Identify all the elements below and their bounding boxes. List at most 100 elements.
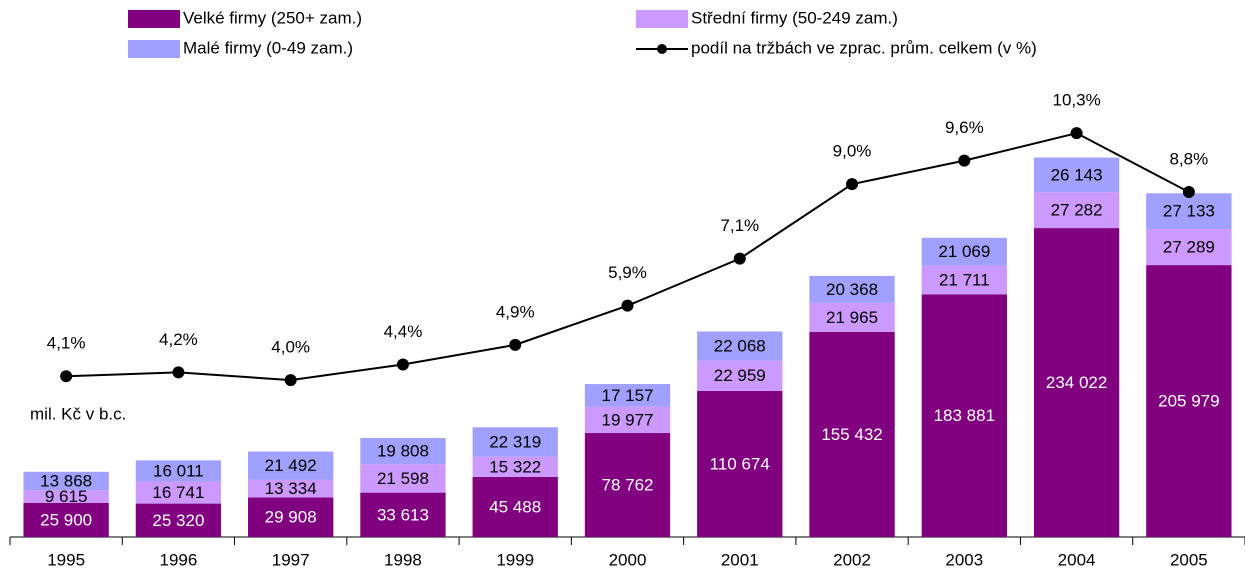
line-label: 9,6% (945, 118, 984, 137)
bar-segment (23, 471, 109, 491)
data-label: 183 881 (934, 406, 995, 425)
bar-segment (360, 464, 446, 493)
legend-swatch (128, 10, 180, 28)
x-tick-label: 2000 (609, 550, 647, 569)
bar-segment (360, 492, 446, 537)
bar-segment (472, 476, 558, 537)
line-label: 4,1% (47, 334, 86, 353)
x-tick-label: 2002 (833, 550, 871, 569)
line-marker (958, 154, 971, 167)
bar-segment (472, 427, 558, 457)
data-label: 45 488 (489, 497, 541, 516)
data-label: 20 368 (826, 280, 878, 299)
bar-segment (921, 237, 1007, 266)
bar-segment (697, 331, 783, 361)
bar-segment (135, 481, 222, 504)
data-label: 15 322 (489, 457, 541, 476)
line-label: 5,9% (608, 263, 647, 282)
bar-segment (248, 451, 334, 480)
x-tick-label: 1996 (159, 550, 197, 569)
x-tick-label: 2003 (945, 550, 983, 569)
legend-swatch (128, 40, 180, 58)
data-label: 29 908 (265, 508, 317, 527)
data-label: 27 133 (1163, 202, 1215, 221)
bar-segment (584, 406, 671, 434)
legend-label: Velké firmy (250+ zam.) (183, 8, 362, 27)
data-label: 13 868 (40, 471, 92, 490)
annotation: mil. Kč v b.c. (30, 404, 126, 423)
line-label: 4,9% (496, 302, 535, 321)
line-label: 7,1% (720, 216, 759, 235)
bar-segment (472, 456, 558, 477)
legend-label: Malé firmy (0-49 zam.) (183, 38, 353, 57)
data-label: 155 432 (821, 425, 882, 444)
data-label: 19 808 (377, 442, 429, 461)
line-marker (846, 178, 859, 191)
line-marker (60, 370, 73, 383)
line-marker (1070, 127, 1083, 140)
line-label: 10,3% (1052, 91, 1100, 110)
bar-segment (1146, 265, 1232, 537)
bar-segment (248, 497, 334, 537)
data-label: 22 068 (714, 337, 766, 356)
data-label: 21 492 (265, 456, 317, 475)
bar-segment (248, 479, 334, 498)
data-label: 21 965 (826, 308, 878, 327)
data-label: 27 282 (1051, 201, 1103, 220)
bar-segment (360, 437, 446, 465)
line (66, 132, 1190, 382)
legend-marker (657, 44, 667, 54)
bar-segment (921, 294, 1007, 537)
data-label: 78 762 (602, 476, 654, 495)
x-tick-label: 1999 (496, 550, 534, 569)
line-marker (621, 299, 634, 312)
line-label: 9,0% (833, 142, 872, 161)
bar-segment (135, 503, 222, 537)
bar-segment (1033, 157, 1120, 193)
bar-segment (23, 490, 109, 503)
data-label: 9 615 (45, 487, 88, 506)
line-label: 4,0% (271, 338, 310, 357)
data-label: 19 977 (602, 410, 654, 429)
bar-segment (584, 384, 671, 407)
line-marker (172, 366, 185, 379)
bar-segment (23, 502, 109, 537)
data-label: 21 598 (377, 469, 429, 488)
line-marker (1182, 185, 1195, 198)
bar-segment (135, 460, 222, 482)
data-label: 205 979 (1158, 392, 1219, 411)
bar-segment (697, 360, 783, 391)
data-label: 27 289 (1163, 238, 1215, 257)
bar-segment (1146, 229, 1232, 266)
line-label: 8,8% (1169, 149, 1208, 168)
data-label: 26 143 (1051, 165, 1103, 184)
x-tick-label: 1995 (47, 550, 85, 569)
data-label: 17 157 (602, 386, 654, 405)
line-marker (733, 252, 746, 265)
data-label: 25 320 (152, 511, 204, 530)
bar-segment (584, 433, 671, 537)
x-tick-label: 1998 (384, 550, 422, 569)
x-tick-label: 2005 (1170, 550, 1208, 569)
data-label: 234 022 (1046, 373, 1107, 392)
line-marker (509, 338, 522, 351)
line-label: 4,2% (159, 330, 198, 349)
data-label: 21 069 (938, 242, 990, 261)
bar-segment (921, 265, 1007, 295)
x-tick-label: 2004 (1058, 550, 1096, 569)
bar-segment (697, 390, 783, 537)
data-label: 110 674 (710, 454, 770, 473)
data-label: 13 334 (265, 479, 317, 498)
data-label: 25 900 (40, 510, 92, 529)
bar-segment (1033, 228, 1120, 538)
legend-swatch (636, 10, 688, 28)
data-label: 16 011 (153, 461, 204, 480)
data-label: 21 711 (939, 270, 990, 289)
line-marker (284, 374, 297, 387)
data-label: 16 741 (152, 483, 204, 502)
bar-segment (809, 331, 895, 537)
bar-segment (1033, 192, 1120, 229)
bar-segment (1146, 193, 1232, 230)
